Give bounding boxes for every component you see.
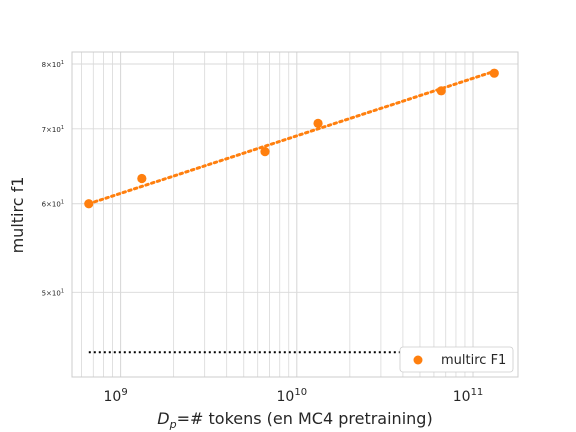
y-axis-label: multirc f1 — [8, 177, 27, 254]
data-point — [489, 68, 499, 78]
y-tick-label: 5×101 — [42, 288, 64, 297]
data-point — [313, 118, 323, 128]
x-tick-labels: 109 1010 1011 — [103, 387, 483, 405]
y-tick-label: 7×101 — [42, 125, 64, 134]
x-tick-label: 109 — [103, 387, 127, 405]
y-tick-labels: 5×101 6×101 7×101 8×101 — [42, 60, 64, 297]
x-tick-label: 1011 — [453, 387, 484, 405]
x-tick-label: 1010 — [277, 387, 308, 405]
data-points — [84, 68, 499, 209]
fit-lines — [87, 69, 496, 206]
data-point — [137, 173, 147, 184]
data-point — [260, 146, 270, 157]
legend: multirc F1 — [399, 346, 514, 373]
data-point — [84, 199, 94, 209]
legend-label: multirc F1 — [441, 353, 506, 368]
legend-marker — [413, 355, 423, 365]
y-tick-label: 8×101 — [42, 60, 64, 69]
fit-line — [87, 69, 496, 206]
grid-lines — [72, 52, 518, 377]
data-point — [436, 86, 446, 96]
legend-box — [399, 346, 514, 373]
x-axis-label: Dp=# tokens (en MC4 pretraining) — [157, 409, 432, 431]
plot-frame — [71, 51, 519, 378]
y-tick-label: 6×101 — [42, 200, 64, 209]
